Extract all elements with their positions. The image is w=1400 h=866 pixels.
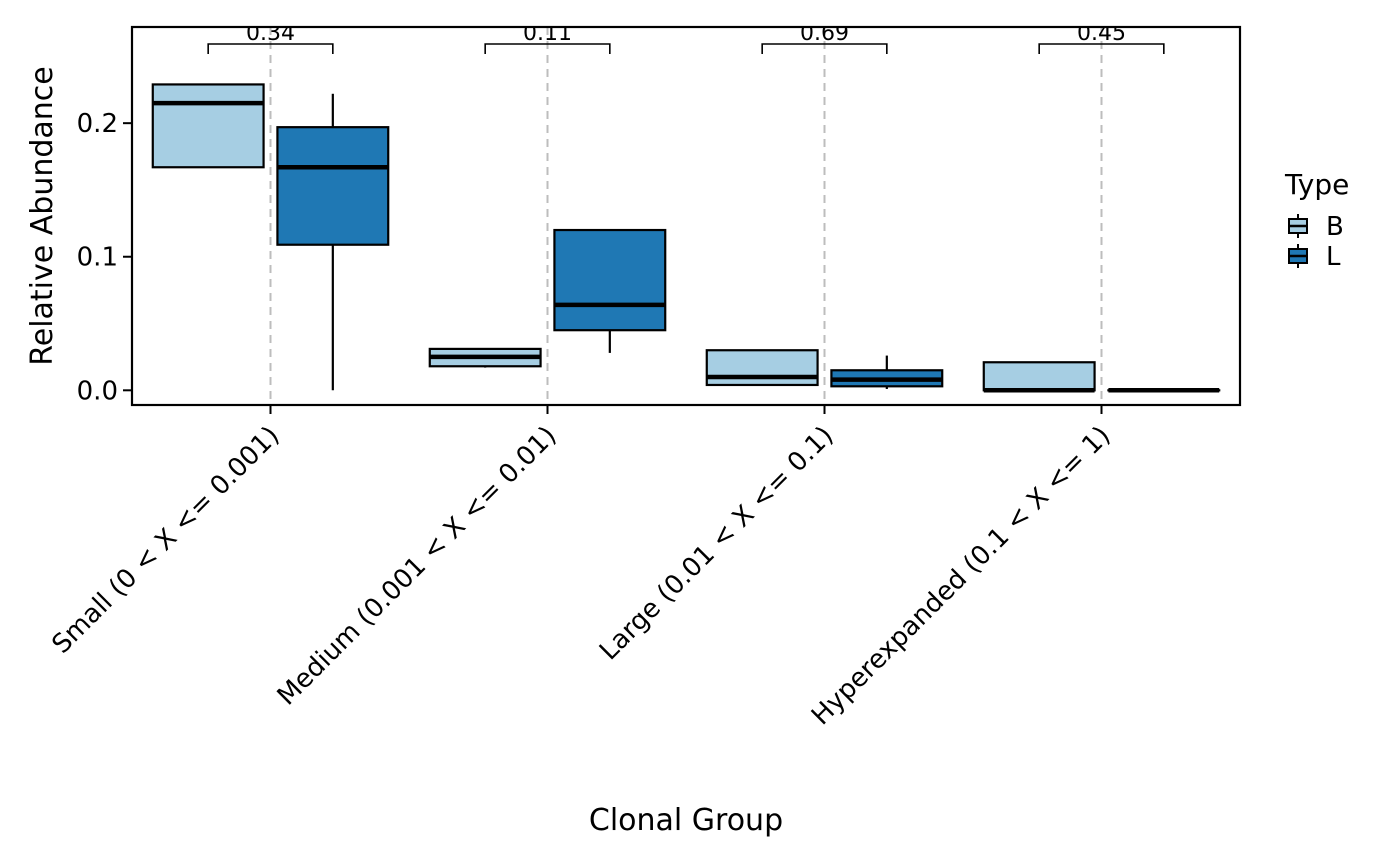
legend-label: B [1326, 212, 1344, 242]
significance-bracket [761, 43, 888, 54]
y-axis: 0.0 0.1 0.2 [77, 109, 132, 406]
x-tick-label: Small (0 < X <= 0.001) [46, 421, 285, 660]
legend-title: Type [1284, 168, 1349, 201]
y-tick-label: 0.2 [77, 109, 118, 139]
box-rect [276, 126, 390, 246]
legend-item-l: L [1288, 242, 1341, 272]
x-tick-label: Medium (0.001 < X <= 0.01) [272, 421, 563, 712]
y-tick-label: 0.0 [77, 376, 118, 406]
box-l [276, 93, 390, 391]
box-b [705, 349, 819, 387]
x-axis: Small (0 < X <= 0.001)Medium (0.001 < X … [46, 405, 1116, 731]
significance-bracket [484, 43, 611, 54]
box-l [830, 355, 944, 389]
box-rect [705, 349, 819, 387]
box-l [553, 228, 667, 353]
plot-panel-border [130, 25, 1242, 407]
legend: Type BL [1284, 168, 1349, 272]
significance-bracket [207, 43, 334, 54]
box-rect [982, 361, 1096, 392]
y-axis-title: Relative Abundance [25, 66, 60, 366]
y-tick-label: 0.1 [77, 243, 118, 273]
significance-bracket [1038, 43, 1165, 54]
legend-label: L [1326, 242, 1341, 272]
pvalue-label: 0.11 [523, 21, 572, 46]
box-b [151, 83, 265, 169]
box-rect [151, 83, 265, 169]
pvalue-label: 0.69 [800, 21, 849, 46]
legend-item-b: B [1288, 212, 1344, 242]
box-b [982, 361, 1096, 393]
category-gridlines [269, 27, 1103, 405]
pvalue-label: 0.45 [1077, 21, 1126, 46]
pvalue-label: 0.34 [246, 21, 295, 46]
x-tick-label: Hyperexpanded (0.1 < X <= 1) [806, 421, 1116, 731]
x-axis-title: Clonal Group [589, 803, 783, 838]
pvalue-annotations: 0.34 0.11 0.69 0.45 [207, 21, 1165, 54]
box-rect [553, 228, 667, 332]
boxes-layer [151, 83, 1221, 393]
box-b [428, 347, 542, 368]
x-tick-label: Large (0.01 < X <= 0.1) [594, 421, 839, 666]
